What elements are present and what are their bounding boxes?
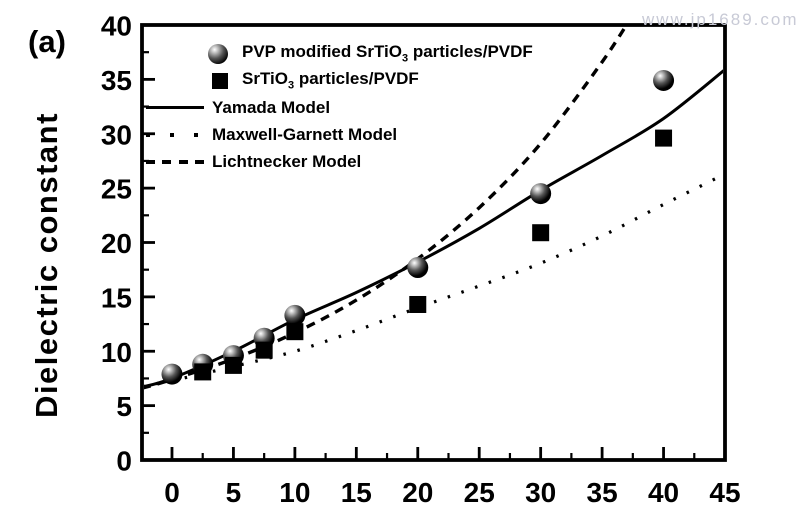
y-tick-label: 30 <box>101 119 132 150</box>
y-tick-label: 40 <box>101 11 132 42</box>
dotted-line-icon <box>146 132 204 137</box>
x-tick-label: 5 <box>226 477 242 508</box>
legend-item-srtio3: SrTiO3 particles/PVDF <box>146 67 533 94</box>
y-tick-label: 15 <box>101 282 132 313</box>
solid-line-icon <box>146 106 204 109</box>
data-point-sphere <box>407 257 429 279</box>
sphere-marker-icon <box>146 43 228 64</box>
legend-item-maxwell-garnett: Maxwell-Garnett Model <box>146 121 533 148</box>
data-point-square <box>194 363 212 381</box>
data-point-square <box>255 341 273 359</box>
square-marker-icon <box>146 72 228 89</box>
data-point-sphere <box>653 69 675 91</box>
x-tick-label: 15 <box>341 477 372 508</box>
x-tick-label: 25 <box>464 477 495 508</box>
x-tick-label: 10 <box>279 477 310 508</box>
x-tick-label: 20 <box>402 477 433 508</box>
y-tick-label: 35 <box>101 65 132 96</box>
x-tick-label: 0 <box>164 477 180 508</box>
data-point-sphere <box>284 304 306 326</box>
data-point-sphere <box>530 183 552 205</box>
data-point-square <box>224 356 242 374</box>
x-tick-label: 35 <box>587 477 618 508</box>
data-point-square <box>286 323 304 341</box>
y-tick-label: 5 <box>116 391 132 422</box>
y-axis-title: Dielectric constant <box>29 112 64 418</box>
x-tick-label: 40 <box>648 477 679 508</box>
x-tick-label: 30 <box>525 477 556 508</box>
y-tick-label: 25 <box>101 174 132 205</box>
legend-label: PVP modified SrTiO3 particles/PVDF <box>242 42 533 65</box>
legend-item-yamada: Yamada Model <box>146 94 533 121</box>
legend-label: SrTiO3 particles/PVDF <box>242 69 419 92</box>
data-point-sphere <box>161 363 183 385</box>
data-point-square <box>532 224 550 242</box>
legend-label: Yamada Model <box>212 97 331 117</box>
legend-item-lichtnecker: Lichtnecker Model <box>146 148 533 175</box>
data-point-square <box>655 129 673 147</box>
dashed-line-icon <box>146 159 204 164</box>
x-tick-label: 45 <box>709 477 740 508</box>
panel-label: (a) <box>28 24 66 59</box>
y-tick-label: 10 <box>101 337 132 368</box>
chart-legend: PVP modified SrTiO3 particles/PVDF SrTiO… <box>146 40 533 175</box>
y-tick-label: 20 <box>101 228 132 259</box>
y-tick-label: 0 <box>116 446 132 477</box>
legend-label: Maxwell-Garnett Model <box>212 124 398 144</box>
legend-label: Lichtnecker Model <box>212 151 362 171</box>
legend-item-pvp-modified: PVP modified SrTiO3 particles/PVDF <box>146 40 533 67</box>
data-point-square <box>409 295 427 313</box>
watermark-text: www.jp1689.com <box>642 10 799 29</box>
